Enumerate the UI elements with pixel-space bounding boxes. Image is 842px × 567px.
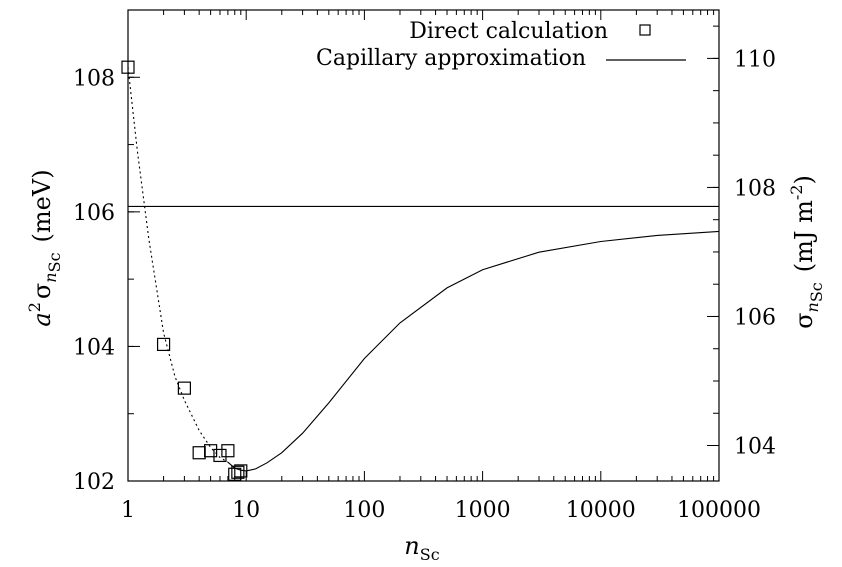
- data-point-square: [158, 338, 170, 350]
- y-tick-label: 108: [73, 66, 115, 91]
- y-axis-label: a2σnSc(meV): [25, 169, 64, 326]
- fit-curve-dotted: [128, 67, 228, 462]
- y2-axis-label: σnSc(mJ m-2): [787, 175, 826, 329]
- x-tick-label: 1: [121, 498, 135, 523]
- capillary-curve: [228, 231, 719, 471]
- data-point-square: [178, 382, 190, 394]
- x-tick-label: 100000: [677, 498, 761, 523]
- legend: Direct calculation Capillary approximati…: [316, 19, 686, 71]
- y-tick-label: 106: [73, 201, 115, 226]
- legend-label-direct: Direct calculation: [409, 19, 608, 44]
- y2-tick-label: 108: [734, 176, 776, 201]
- y2-tick-label: 110: [734, 47, 776, 72]
- y-tick-label: 102: [73, 470, 115, 495]
- data-point-square: [193, 447, 205, 459]
- legend-label-capillary: Capillary approximation: [316, 46, 586, 71]
- y2-tick-label: 106: [734, 305, 776, 330]
- x-tick-label: 10000: [566, 498, 636, 523]
- data-point-square: [205, 445, 217, 457]
- x-axis-label: nSc: [404, 532, 439, 564]
- series-layer: [122, 61, 719, 480]
- legend-marker-square: [640, 25, 650, 35]
- data-point-square: [222, 445, 234, 457]
- y2-tick-label: 104: [734, 435, 776, 460]
- x-tick-label: 1000: [455, 498, 511, 523]
- x-tick-label: 100: [343, 498, 385, 523]
- x-tick-label: 10: [232, 498, 260, 523]
- plot-frame: [128, 10, 719, 481]
- y2-axis-ticks: 104 106 108 110: [707, 26, 776, 459]
- y-tick-label: 104: [73, 335, 115, 360]
